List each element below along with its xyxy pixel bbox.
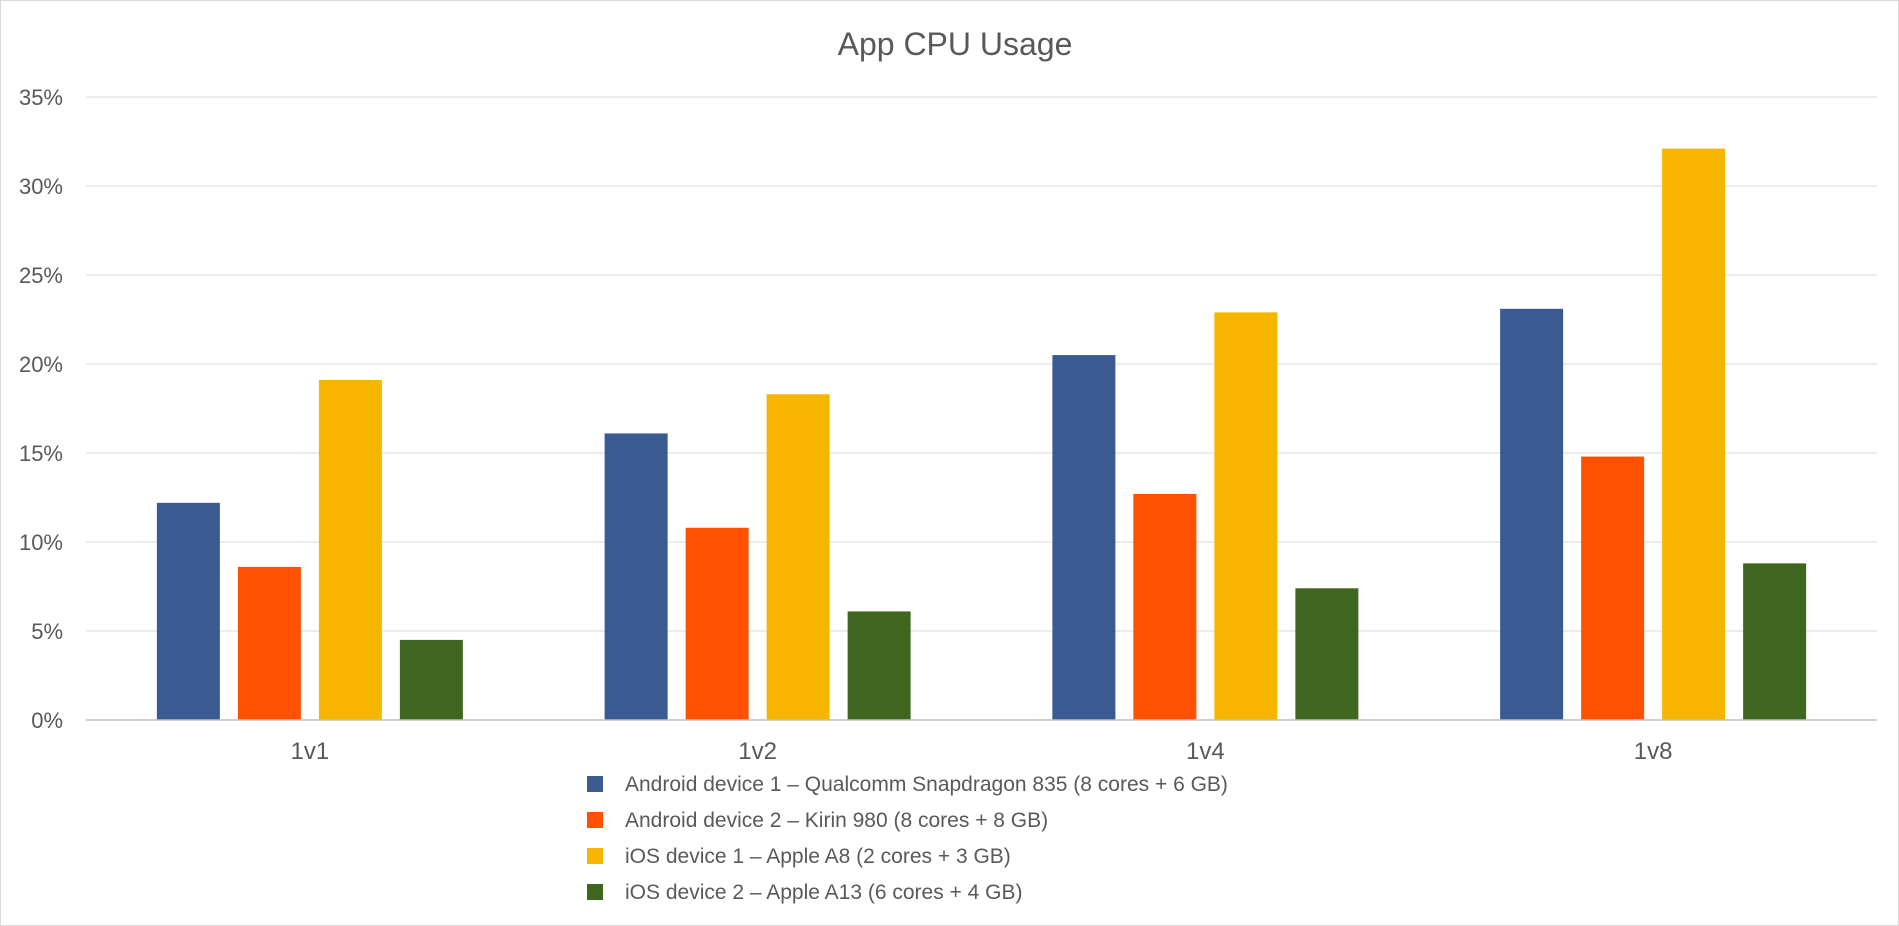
y-tick-label: 5% (31, 619, 63, 644)
y-tick-label: 20% (19, 352, 63, 377)
bar-1v8-series-1 (1500, 308, 1564, 720)
y-tick-label: 35% (19, 85, 63, 110)
legend-swatch (587, 884, 603, 900)
legend-item: Android device 1 – Qualcomm Snapdragon 8… (587, 773, 1228, 796)
bar-1v1-series-4 (399, 639, 463, 720)
bar-1v4-series-4 (1295, 588, 1359, 720)
y-tick-label: 10% (19, 530, 63, 555)
x-tick-label: 1v2 (738, 738, 777, 765)
bar-1v2-series-2 (685, 527, 749, 720)
bar-1v8-series-4 (1743, 563, 1807, 720)
legend-item: iOS device 2 – Apple A13 (6 cores + 4 GB… (587, 881, 1022, 904)
y-tick-label: 0% (31, 708, 63, 733)
bar-1v4-series-3 (1214, 312, 1278, 720)
bar-1v8-series-3 (1662, 148, 1726, 720)
x-tick-label: 1v8 (1634, 738, 1673, 765)
y-tick-label: 30% (19, 174, 63, 199)
legend-label: Android device 1 – Qualcomm Snapdragon 8… (625, 773, 1228, 796)
y-axis-ticks: 0% 5% 10% 15% 20% 25% 30% 35% (19, 85, 63, 733)
bar-1v1-series-2 (237, 566, 301, 720)
x-tick-label: 1v4 (1186, 738, 1225, 765)
bar-1v2-series-3 (766, 394, 830, 720)
legend-swatch (587, 812, 603, 828)
chart-title: App CPU Usage (838, 26, 1073, 62)
legend-label: iOS device 1 – Apple A8 (2 cores + 3 GB) (625, 845, 1011, 868)
x-axis-ticks: 1v1 1v2 1v4 1v8 (291, 738, 1673, 765)
bars (156, 148, 1807, 720)
bar-1v8-series-2 (1581, 456, 1645, 720)
y-tick-label: 15% (19, 441, 63, 466)
gridlines (86, 96, 1877, 632)
legend-swatch (587, 848, 603, 864)
x-tick-label: 1v1 (291, 738, 330, 765)
bar-1v4-series-2 (1133, 493, 1197, 720)
bar-1v4-series-1 (1052, 355, 1116, 720)
legend-swatch (587, 776, 603, 792)
bar-1v2-series-1 (604, 433, 668, 720)
legend-item: Android device 2 – Kirin 980 (8 cores + … (587, 809, 1048, 832)
legend-item: iOS device 1 – Apple A8 (2 cores + 3 GB) (587, 845, 1011, 868)
legend-label: Android device 2 – Kirin 980 (8 cores + … (625, 809, 1048, 832)
y-tick-label: 25% (19, 263, 63, 288)
legend-label: iOS device 2 – Apple A13 (6 cores + 4 GB… (625, 881, 1022, 904)
legend: Android device 1 – Qualcomm Snapdragon 8… (587, 773, 1228, 904)
bar-1v1-series-1 (156, 502, 220, 720)
bar-1v1-series-3 (318, 380, 382, 720)
bar-1v2-series-4 (847, 611, 911, 720)
